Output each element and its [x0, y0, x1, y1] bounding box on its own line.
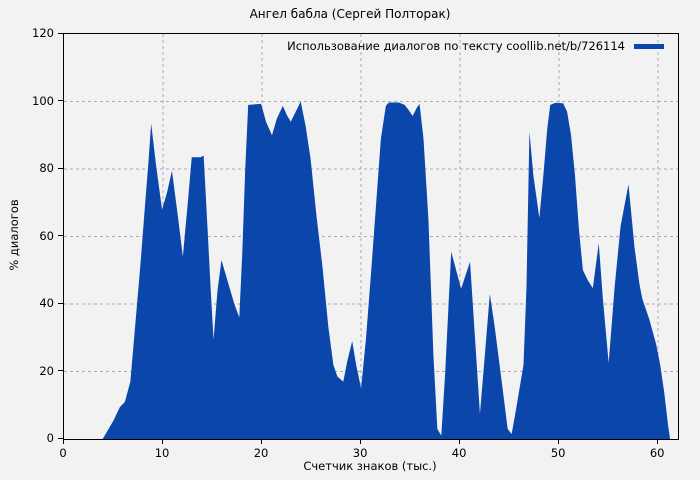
- x-tick-label: 20: [253, 446, 269, 460]
- y-tick-label: 120: [32, 26, 54, 40]
- x-tick-label: 60: [649, 446, 665, 460]
- y-tick-mark: [58, 302, 63, 304]
- area-series: [64, 101, 671, 439]
- y-tick-mark: [58, 32, 63, 34]
- x-tick-mark: [458, 439, 460, 444]
- legend: Использование диалогов по тексту coollib…: [287, 39, 664, 53]
- chart-title: Ангел бабла (Сергей Полторак): [249, 7, 451, 21]
- x-tick-mark: [161, 439, 163, 444]
- y-tick-label: 0: [46, 431, 54, 445]
- y-tick-mark: [58, 235, 63, 236]
- y-tick-label: 40: [39, 296, 54, 310]
- y-tick-label: 100: [32, 93, 54, 108]
- x-tick-mark: [557, 439, 559, 444]
- y-tick-mark: [58, 167, 63, 169]
- plot-svg: [64, 34, 678, 439]
- x-tick-label: 0: [59, 446, 67, 460]
- x-tick-mark: [62, 439, 64, 444]
- y-tick-mark: [58, 370, 63, 371]
- y-tick-label: 20: [39, 363, 54, 378]
- x-tick-mark: [359, 439, 361, 444]
- legend-label: Использование диалогов по тексту coollib…: [287, 39, 625, 53]
- x-tick-mark: [656, 439, 658, 444]
- y-tick-label: 80: [39, 161, 54, 175]
- x-axis-title: Счетчик знаков (тыс.): [303, 459, 437, 473]
- plot-area: Использование диалогов по тексту coollib…: [63, 33, 679, 440]
- x-tick-label: 40: [451, 446, 467, 460]
- x-tick-label: 50: [550, 446, 566, 460]
- x-tick-mark: [260, 439, 262, 444]
- legend-swatch: [634, 43, 664, 49]
- y-tick-label: 60: [39, 228, 54, 243]
- x-tick-label: 30: [352, 446, 368, 460]
- y-tick-mark: [58, 100, 63, 101]
- x-tick-label: 10: [154, 446, 170, 460]
- y-tick-mark: [58, 437, 63, 439]
